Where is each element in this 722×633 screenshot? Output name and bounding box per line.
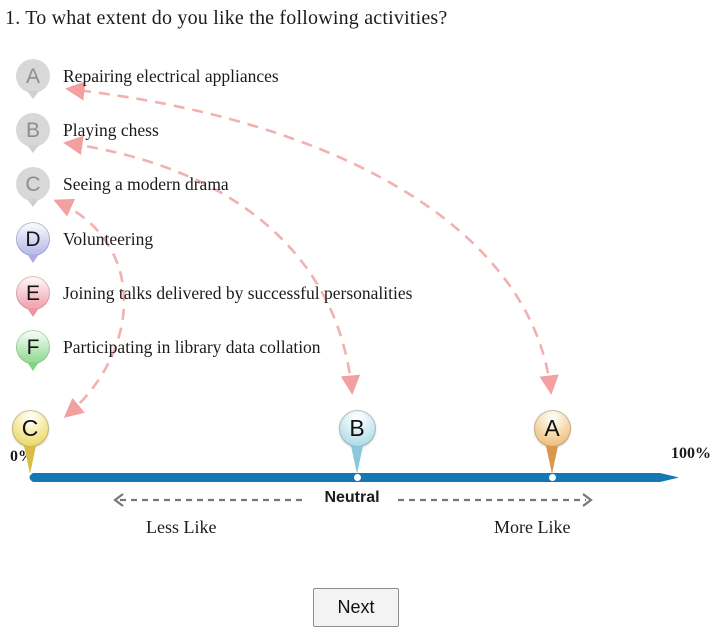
activity-pin-f[interactable]: F [16, 330, 50, 371]
slider-marker-c[interactable]: C [11, 410, 49, 476]
question-title: 1. To what extent do you like the follow… [5, 7, 448, 29]
activity-label-f: Participating in library data collation [63, 337, 321, 357]
right-chevron-icon [582, 493, 593, 507]
pin-tail [27, 199, 39, 207]
marker-tail [24, 446, 36, 474]
activity-row-f: F Participating in library data collatio… [16, 330, 321, 374]
less-like-label: Less Like [146, 517, 217, 537]
slider-marker-a[interactable]: A [533, 410, 571, 476]
pin-letter: D [25, 227, 41, 251]
neutral-guides [113, 493, 593, 507]
next-button[interactable]: Next [313, 588, 399, 627]
pin-tail [27, 254, 39, 263]
marker-tail [546, 446, 558, 474]
activity-row-a: A Repairing electrical appliances [16, 59, 279, 103]
more-like-label: More Like [494, 517, 571, 537]
pin-letter: C [25, 172, 41, 196]
activity-row-b: B Playing chess [16, 113, 159, 157]
marker-letter-a: A [533, 410, 571, 447]
left-chevron-icon [113, 493, 124, 507]
slider-max-label: 100% [671, 445, 711, 462]
activity-row-e: E Joining talks delivered by successful … [16, 276, 412, 320]
activity-label-d: Volunteering [63, 229, 154, 249]
marker-letter-c: C [11, 410, 49, 447]
activity-pin-e[interactable]: E [16, 276, 50, 317]
activity-pin-d[interactable]: D [16, 222, 50, 263]
pin-letter: F [26, 335, 40, 359]
marker-tail [351, 446, 363, 474]
track-dot-a [549, 474, 556, 481]
track-dot-b [354, 474, 361, 481]
pin-letter: B [25, 118, 40, 142]
activity-pin-b: B [16, 113, 50, 153]
pin-letter: A [25, 64, 40, 88]
pin-letter: E [25, 281, 40, 305]
activity-label-c: Seeing a modern drama [63, 174, 229, 194]
activity-label-e: Joining talks delivered by successful pe… [63, 283, 413, 303]
activity-label-b: Playing chess [63, 120, 159, 140]
marker-letter-b: B [338, 410, 376, 447]
pin-tail [27, 308, 39, 317]
pin-tail [27, 91, 39, 99]
pin-tail [27, 145, 39, 153]
neutral-label: Neutral [324, 489, 380, 506]
slider-marker-b[interactable]: B [338, 410, 376, 476]
activity-pin-a: A [16, 59, 50, 99]
pin-tail [27, 362, 39, 371]
activity-row-d: D Volunteering [16, 222, 153, 266]
activity-label-a: Repairing electrical appliances [63, 66, 279, 86]
activity-pin-c: C [16, 167, 50, 207]
activity-row-c: C Seeing a modern drama [16, 167, 229, 211]
